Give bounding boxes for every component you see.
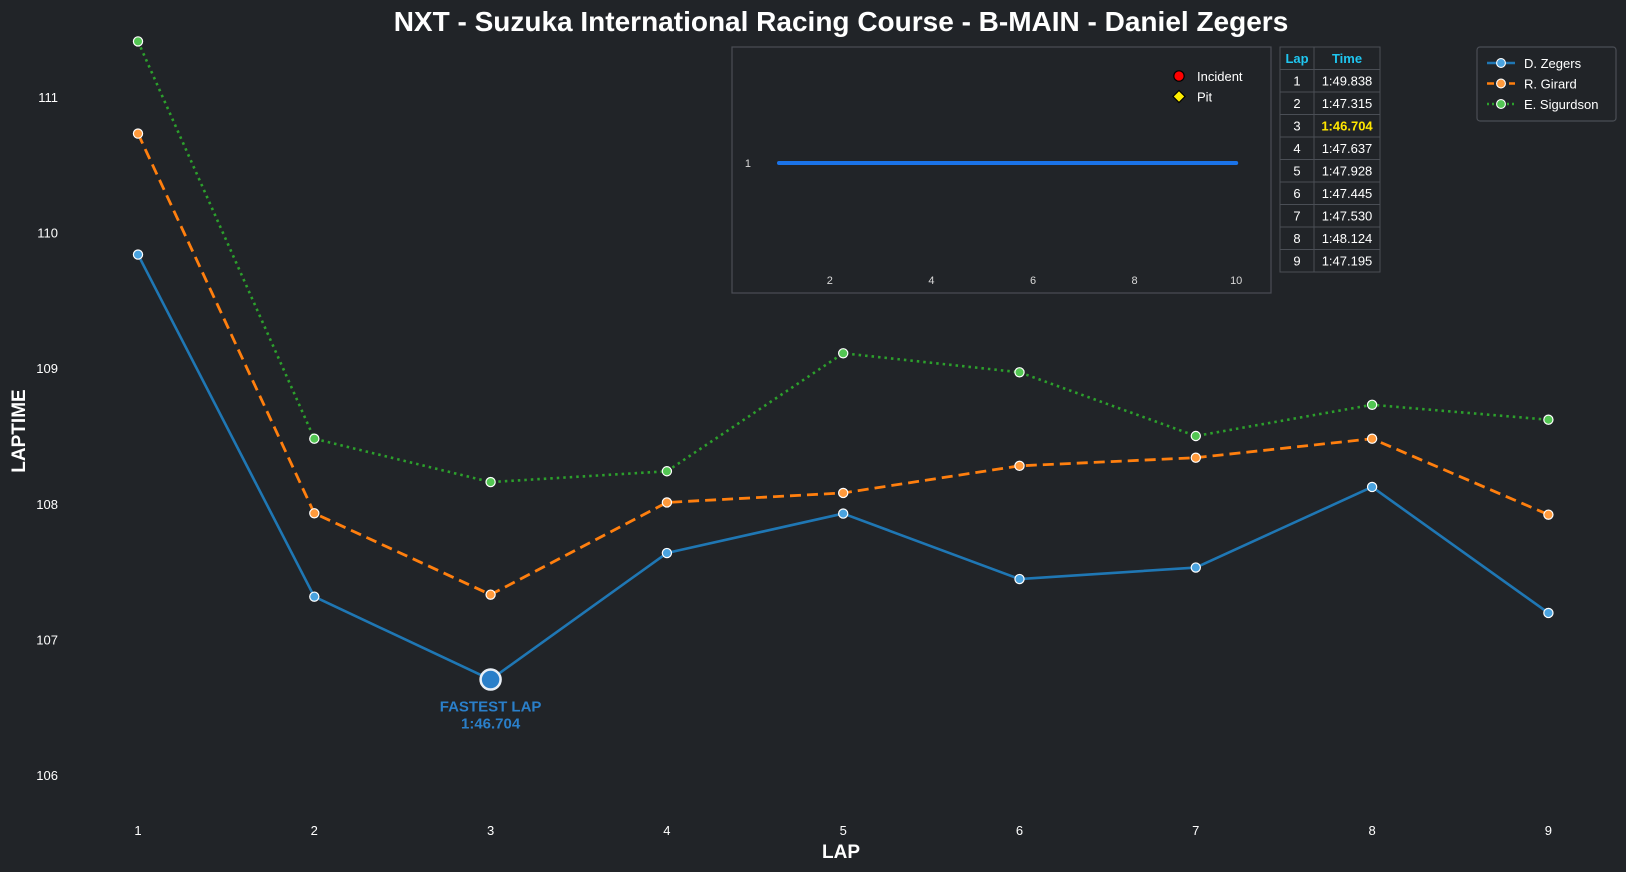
inset-frame xyxy=(731,46,1272,294)
inset-x-tick: 4 xyxy=(928,275,934,287)
table-cell: 1:47.195 xyxy=(1322,254,1373,269)
data-point xyxy=(1190,562,1202,573)
data-point xyxy=(309,591,320,602)
legend-label: D. Zegers xyxy=(1524,56,1582,71)
inset-x-tick: 2 xyxy=(827,275,833,287)
table-cell: 4 xyxy=(1293,141,1300,156)
data-point xyxy=(1543,509,1554,520)
inset-legend-label: Pit xyxy=(1197,90,1213,105)
series-line-2 xyxy=(136,40,1549,484)
data-point xyxy=(1190,452,1202,463)
data-point xyxy=(838,487,849,499)
data-point xyxy=(1014,573,1025,585)
table-cell: 8 xyxy=(1293,231,1300,246)
y-tick-label: 110 xyxy=(37,226,58,241)
x-tick-label: 5 xyxy=(840,823,847,838)
legend-marker-2 xyxy=(1496,99,1506,109)
data-point xyxy=(838,508,849,519)
legend-marker-0 xyxy=(1496,58,1506,68)
data-point xyxy=(1366,399,1378,411)
table-cell: 1:48.124 xyxy=(1322,231,1373,246)
data-point xyxy=(309,508,320,519)
data-point xyxy=(661,466,673,477)
inset-x-tick: 10 xyxy=(1230,275,1242,287)
y-tick-label: 109 xyxy=(36,361,58,376)
y-tick-label: 107 xyxy=(36,632,58,647)
data-point xyxy=(1190,430,1202,442)
x-tick-label: 4 xyxy=(663,823,670,838)
data-point xyxy=(1014,460,1025,472)
table-cell: 2 xyxy=(1293,96,1300,111)
data-point xyxy=(1543,414,1554,425)
table-header: Lap xyxy=(1285,51,1308,66)
data-point xyxy=(661,497,673,508)
position-inset: 2 4 6 8 10 1 Incident Pit xyxy=(731,46,1272,294)
inset-legend-label: Incident xyxy=(1197,69,1243,84)
table-cell: 1:47.445 xyxy=(1322,186,1373,201)
table-cell: 1:47.315 xyxy=(1322,96,1373,111)
table-cell: 1:49.838 xyxy=(1322,74,1373,89)
table-cell: 7 xyxy=(1293,209,1300,224)
legend-label: E. Sigurdson xyxy=(1524,97,1598,112)
data-point xyxy=(132,36,144,47)
legend-marker-1 xyxy=(1496,78,1506,89)
legend-frame xyxy=(1476,46,1617,122)
fastest-lap-marker xyxy=(479,668,502,691)
incident-marker xyxy=(1173,70,1185,82)
table-cell: 9 xyxy=(1293,254,1300,269)
inset-y-tick: 1 xyxy=(745,158,751,170)
table-cell: 3 xyxy=(1293,119,1300,134)
pit-marker xyxy=(1172,89,1186,104)
table-cell: 6 xyxy=(1293,186,1300,201)
fastest-lap-time: 1:46.704 xyxy=(461,716,521,733)
table-cell: 1:46.704 xyxy=(1321,119,1373,134)
data-point xyxy=(309,433,320,444)
data-point xyxy=(1366,433,1378,444)
x-tick-label: 2 xyxy=(311,823,318,838)
data-point xyxy=(661,547,673,559)
series-line-0 xyxy=(136,253,1550,681)
data-point xyxy=(1543,607,1554,619)
table-cell: 5 xyxy=(1293,164,1300,179)
data-point xyxy=(485,476,496,488)
data-point xyxy=(1014,367,1025,378)
data-point xyxy=(485,589,496,600)
x-axis-label: LAP xyxy=(822,842,860,863)
y-axis-label: LAPTIME xyxy=(9,389,30,472)
data-point xyxy=(838,348,849,359)
legend-label: R. Girard xyxy=(1524,77,1577,92)
chart-title: NXT - Suzuka International Racing Course… xyxy=(394,6,1289,37)
data-point xyxy=(132,249,144,260)
table-cell: 1:47.637 xyxy=(1322,141,1373,156)
data-point xyxy=(1366,481,1378,493)
fastest-lap-label: FASTEST LAP xyxy=(440,699,542,716)
lap-time-table: Lap Time 1 1:49.838 2 1:47.315 3 1:46.704 4 1:47.… xyxy=(1279,46,1381,273)
table-cell: 1:47.530 xyxy=(1322,209,1373,224)
x-tick-label: 1 xyxy=(134,823,141,838)
y-tick-label: 111 xyxy=(38,90,58,105)
x-tick-label: 8 xyxy=(1368,823,1375,838)
table-cell: 1 xyxy=(1293,74,1300,89)
y-tick-label: 106 xyxy=(36,768,58,783)
x-tick-label: 9 xyxy=(1545,823,1552,838)
table-cell: 1:47.928 xyxy=(1322,164,1373,179)
x-tick-label: 7 xyxy=(1192,823,1199,838)
x-tick-label: 6 xyxy=(1016,823,1023,838)
inset-x-tick: 6 xyxy=(1030,275,1036,287)
y-tick-label: 108 xyxy=(36,497,58,512)
data-point xyxy=(132,128,144,139)
table-header: Time xyxy=(1332,51,1362,66)
series-legend: D. Zegers R. Girard E. Sigurdson xyxy=(1476,46,1617,122)
x-tick-label: 3 xyxy=(487,823,494,838)
inset-x-tick: 8 xyxy=(1132,275,1138,287)
